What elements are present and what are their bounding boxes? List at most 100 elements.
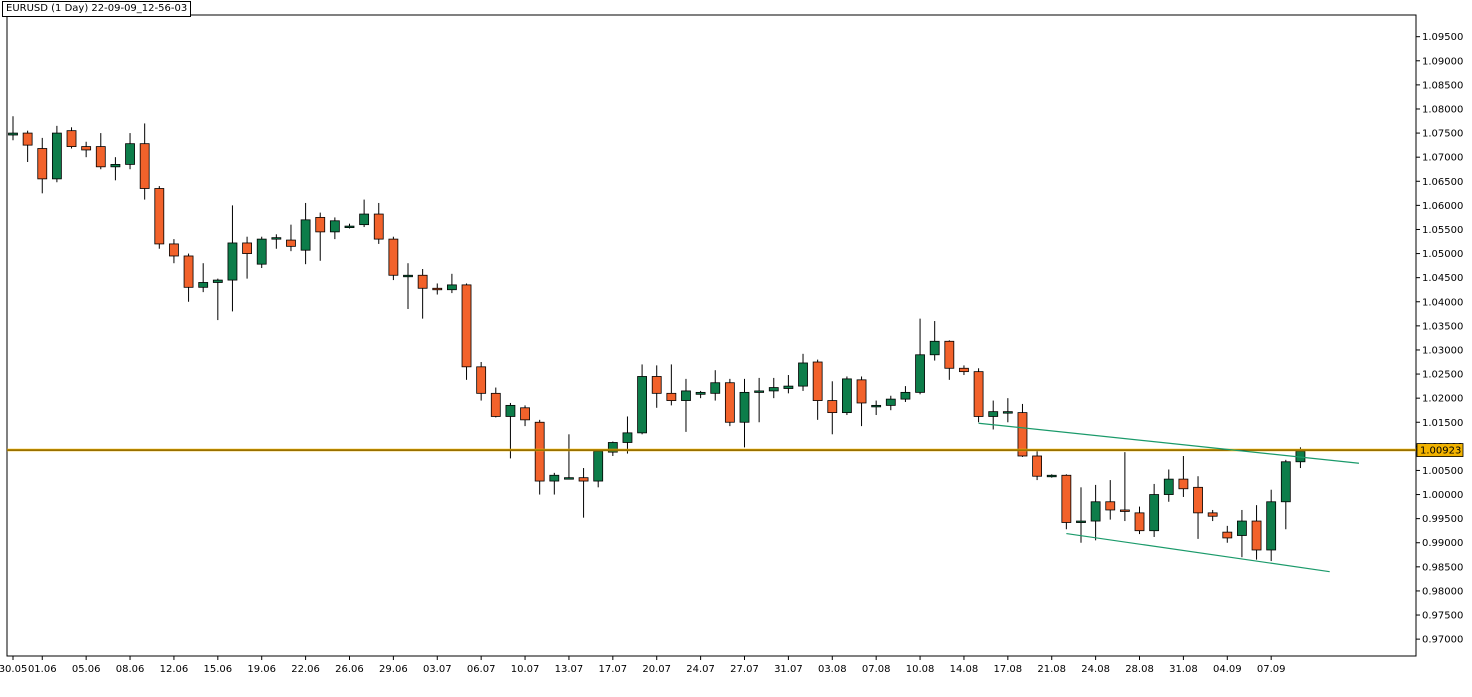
bear-candle (666, 392, 677, 401)
trend-line (978, 422, 1360, 464)
x-tick-label: 31.07 (774, 664, 803, 675)
current-price-label: 1.00923 (1420, 446, 1461, 457)
bull-candle (300, 219, 311, 251)
x-tick-label: 08.06 (116, 664, 145, 675)
x-tick-label: 21.08 (1037, 664, 1066, 675)
bull-candle (1046, 474, 1057, 478)
bear-candle (432, 287, 443, 291)
bear-candle (373, 213, 384, 240)
y-tick-label: 1.04500 (1422, 273, 1463, 284)
bear-candle (959, 367, 969, 373)
bull-candle (51, 132, 62, 180)
bull-candle (607, 442, 618, 453)
bull-candle (1237, 520, 1247, 536)
bull-candle (637, 376, 647, 434)
bull-candle (900, 391, 911, 400)
bull-candle (505, 404, 516, 417)
x-tick-label: 27.07 (730, 664, 759, 675)
y-tick-label: 1.08000 (1422, 104, 1463, 115)
bear-candle (827, 400, 838, 414)
x-tick-label: 06.07 (467, 664, 496, 675)
bear-candle (388, 238, 399, 276)
plot-area (6, 14, 1417, 657)
bull-candle (1280, 461, 1291, 503)
x-tick-label: 31.08 (1169, 664, 1198, 675)
y-tick-label: 1.07500 (1422, 129, 1463, 140)
bear-candle (1032, 455, 1042, 477)
x-tick-label: 15.06 (203, 664, 232, 675)
trend-line (1066, 532, 1330, 573)
bear-candle (1178, 478, 1189, 490)
bull-candle (359, 213, 370, 226)
x-tick-label: 04.09 (1213, 664, 1242, 675)
y-tick-label: 1.02500 (1422, 370, 1463, 381)
bull-candle (227, 242, 238, 281)
bull-candle (1002, 411, 1013, 414)
y-tick-label: 1.02000 (1422, 394, 1463, 405)
bear-candle (139, 143, 150, 189)
bear-candle (476, 366, 487, 394)
bear-candle (1061, 474, 1072, 523)
bear-candle (95, 146, 106, 168)
bull-candle (754, 390, 765, 393)
bear-candle (520, 407, 530, 421)
current-price-label-bg (1416, 443, 1464, 457)
bear-candle (1222, 531, 1233, 539)
bull-candle (739, 391, 750, 423)
bull-candle (842, 378, 852, 414)
bull-candle (198, 282, 209, 288)
bull-candle (549, 474, 560, 482)
x-tick-label: 01.06 (28, 664, 57, 675)
x-tick-label: 17.08 (994, 664, 1023, 675)
bear-candle (1193, 486, 1203, 514)
bear-candle (66, 130, 77, 147)
x-tick-label: 19.06 (247, 664, 276, 675)
x-tick-label: 24.08 (1081, 664, 1110, 675)
bull-candle (8, 132, 18, 136)
y-tick-label: 1.06500 (1422, 177, 1463, 188)
x-tick-label: 13.07 (555, 664, 584, 675)
bull-candle (915, 354, 925, 393)
x-tick-label: 12.06 (160, 664, 189, 675)
bear-candle (578, 477, 589, 482)
bear-candle (315, 217, 326, 233)
bull-candle (1076, 520, 1086, 523)
bull-candle (768, 387, 779, 392)
bear-candle (724, 382, 735, 423)
bull-candle (256, 238, 267, 265)
bear-candle (856, 379, 867, 404)
x-tick-label: 03.07 (423, 664, 452, 675)
y-tick-label: 0.97500 (1422, 611, 1463, 622)
y-tick-label: 1.05500 (1422, 225, 1463, 236)
bull-candle (110, 164, 121, 168)
bull-candle (564, 477, 574, 480)
x-tick-label: 24.07 (686, 664, 715, 675)
x-tick-label: 17.07 (599, 664, 628, 675)
y-tick-label: 1.00000 (1422, 490, 1463, 501)
bull-candle (988, 411, 999, 417)
bull-candle (798, 362, 808, 387)
bear-candle (1119, 509, 1130, 512)
y-tick-label: 1.08500 (1422, 80, 1463, 91)
bull-candle (344, 225, 355, 229)
bear-candle (461, 284, 472, 368)
bull-candle (329, 220, 340, 233)
y-tick-label: 0.99000 (1422, 538, 1463, 549)
x-tick-label: 03.08 (818, 664, 847, 675)
bear-candle (490, 392, 501, 417)
chart-title: EURUSD (1 Day) 22-09-09_12-56-03 (2, 1, 192, 17)
y-tick-label: 1.06000 (1422, 201, 1463, 212)
y-tick-label: 1.03000 (1422, 345, 1463, 356)
bear-candle (286, 239, 296, 247)
bear-candle (154, 188, 165, 245)
bear-candle (1251, 520, 1262, 551)
bear-candle (81, 146, 92, 151)
bull-candle (1266, 501, 1277, 551)
x-tick-label: 07.08 (862, 664, 891, 675)
x-tick-label: 14.08 (950, 664, 979, 675)
bear-candle (973, 371, 984, 417)
bull-candle (783, 385, 794, 389)
x-tick-label: 05.06 (72, 664, 101, 675)
